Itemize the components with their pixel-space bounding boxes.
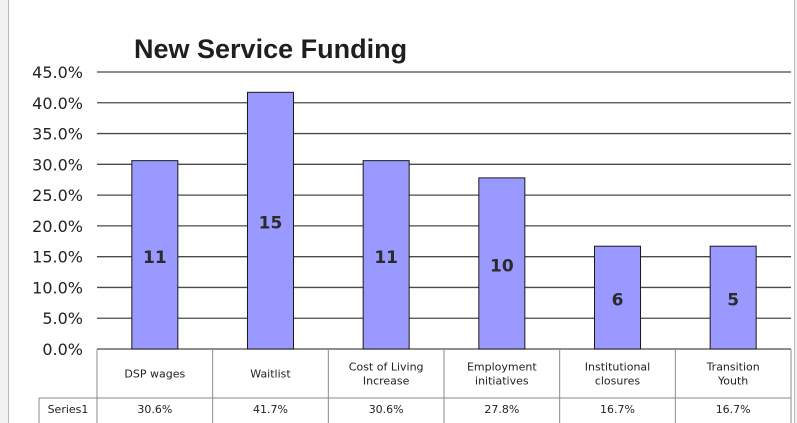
- category-label: Increase: [363, 375, 410, 388]
- table-value-cell: 16.7%: [600, 403, 635, 416]
- y-tick-label: 35.0%: [32, 125, 83, 144]
- bar-count-label: 5: [727, 291, 739, 311]
- y-tick-label: 40.0%: [32, 94, 83, 113]
- table-value-cell: 30.6%: [369, 403, 404, 416]
- y-tick-label: 5.0%: [42, 309, 83, 328]
- bar-count-label: 10: [490, 256, 514, 276]
- bar: [709, 245, 757, 350]
- gridlines: [97, 71, 791, 350]
- bar: [247, 91, 294, 350]
- bar-count-label: 15: [259, 214, 283, 234]
- category-label: Cost of Living: [349, 361, 424, 374]
- y-tick-label: 45.0%: [32, 63, 83, 82]
- category-label: closures: [595, 375, 641, 388]
- bar: [478, 177, 526, 350]
- bar: [594, 245, 641, 350]
- category-label: DSP wages: [124, 368, 185, 381]
- y-tick-label: 25.0%: [32, 186, 83, 205]
- category-label: initiatives: [475, 375, 529, 388]
- y-tick-label: 0.0%: [42, 340, 83, 359]
- bar: [362, 160, 410, 350]
- y-tick-label: 10.0%: [32, 278, 83, 297]
- bar-count-label: 11: [143, 248, 167, 268]
- y-tick-label: 15.0%: [32, 248, 83, 267]
- bar-chart-svg: New Service Funding 0.0% 5.0% 10.0% 15.0% 20…: [32, 34, 792, 423]
- category-label: Youth: [717, 375, 748, 388]
- data-table: Series1 DSP wages 30.6% Waitlist 41.7% Cost o…: [38, 349, 792, 423]
- category-label: Waitlist: [250, 368, 291, 381]
- bars: 11 15 11 10 6 5: [131, 91, 757, 350]
- table-value-cell: 30.6%: [137, 403, 172, 416]
- y-tick-label: 20.0%: [32, 217, 83, 236]
- chart-title: New Service Funding: [134, 34, 407, 64]
- category-label: Institutional: [585, 361, 650, 374]
- category-label: Transition: [706, 361, 760, 374]
- series-name-label: Series1: [48, 403, 89, 416]
- y-axis-ticks: 0.0% 5.0% 10.0% 15.0% 20.0% 25.0% 30.0% 35.0% 40…: [32, 63, 83, 359]
- category-label: Employment: [467, 361, 537, 374]
- y-tick-label: 30.0%: [32, 155, 83, 174]
- bar-count-label: 6: [612, 291, 624, 311]
- table-value-cell: 27.8%: [484, 403, 519, 416]
- table-value-cell: 41.7%: [253, 403, 288, 416]
- table-value-cell: 16.7%: [716, 403, 751, 416]
- chart: New Service Funding 0.0% 5.0% 10.0% 15.0% 20…: [8, 0, 795, 423]
- bar-count-label: 11: [374, 248, 398, 268]
- bar: [131, 160, 179, 350]
